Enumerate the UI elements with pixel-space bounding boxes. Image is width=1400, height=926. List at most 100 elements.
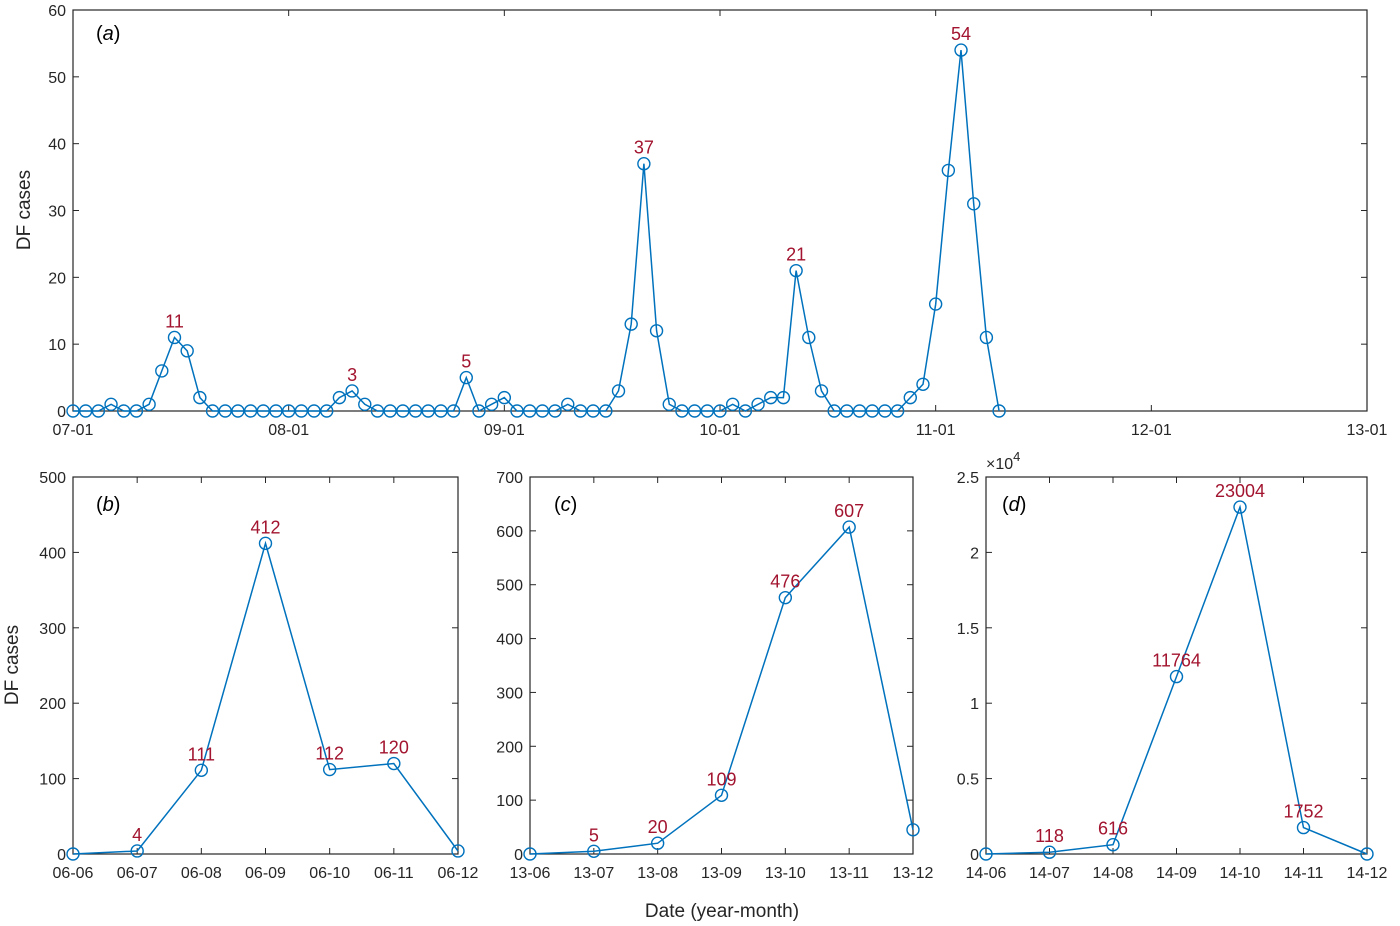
data-point [714,788,729,802]
panel-c: 0 100 200 300 400 500 600 700 13-06 13-07 13-08 13-… [496,470,933,882]
x-tick-label: 13-01 [1347,422,1388,439]
x-tick-label: 14-07 [1029,865,1070,882]
y-tick-label: 500 [496,578,523,595]
x-tick-label: 06-09 [245,865,286,882]
data-label: 23004 [1215,481,1265,501]
x-tick-label: 10-01 [700,422,741,439]
series-line [529,525,914,855]
x-tick-label: 13-08 [637,865,678,882]
data-point [916,377,930,391]
data-point [258,536,273,551]
y-tick-label: 60 [48,3,66,20]
shared-x-axis-label: Date (year-month) [645,901,799,922]
data-point [320,404,334,418]
data-label: 112 [315,744,344,764]
y-tick-label: 2 [970,545,979,562]
y-tick-label: 200 [39,696,66,713]
x-tick-label: 14-10 [1220,865,1261,882]
x-tick-label: 13-12 [893,865,934,882]
panel-b: 0 100 200 300 400 500 06-06 06-07 06-08 06-09 06-1… [2,470,479,882]
data-point [332,390,347,405]
y-tick-label: 600 [496,524,523,541]
y-tick-label: 300 [496,685,523,702]
data-label: 20 [648,817,668,837]
panel-d: 0 0.5 1 1.5 2 2.5 14-06 14-07 14-08 14-09 14-10 14-… [957,449,1388,882]
x-tick-label: 08-01 [268,422,309,439]
data-label: 5 [589,825,599,845]
y-tick-label: 40 [48,137,66,154]
data-point [751,397,765,412]
data-point [992,404,1006,418]
panel-label: (c) [554,494,577,516]
x-tick-label: 13-11 [829,865,869,882]
x-tick-label: 14-06 [966,865,1007,882]
data-point [637,157,651,171]
series-line [985,504,1368,855]
data-point [599,404,613,418]
x-tick-label: 14-09 [1156,865,1197,882]
y-tick-label: 0 [514,847,523,864]
plot-frame [72,9,1368,412]
x-tick-label: 07-01 [53,422,94,439]
y-tick-label: 100 [39,772,66,789]
data-point [789,263,803,278]
data-point [662,397,676,412]
y-tick-label: 400 [39,545,66,562]
data-point [387,756,401,771]
x-tick-label: 14-12 [1347,865,1388,882]
data-point [842,520,856,534]
y-tick-label: 10 [48,337,66,354]
data-point [738,404,753,418]
data-point [725,397,740,412]
data-point [451,844,465,858]
data-label: 21 [786,245,806,265]
y-tick-label: 300 [39,621,66,638]
x-tick-label: 13-06 [510,865,551,882]
data-point [194,763,209,778]
y-tick-label: 700 [496,470,523,487]
data-point [713,404,727,418]
data-point [358,397,372,412]
data-label: 5 [461,352,471,372]
y-tick-label: 50 [48,70,66,87]
data-point [104,397,118,412]
data-point [142,397,156,412]
data-label: 11764 [1152,651,1201,671]
y-tick-label: 1 [970,696,979,713]
data-label: 54 [951,24,971,44]
data-point [802,330,816,345]
data-point [941,163,956,178]
data-label: 120 [379,738,409,758]
data-point [611,384,626,398]
data-point [967,197,981,211]
x-tick-label: 06-10 [309,865,350,882]
x-tick-label: 12-01 [1131,422,1172,439]
data-point [472,404,486,418]
x-tick-label: 13-09 [701,865,742,882]
data-point [814,384,829,398]
data-point [906,823,920,837]
x-tick-label: 14-11 [1284,865,1324,882]
data-point [979,847,993,861]
data-label: 412 [250,517,280,537]
data-point [624,317,638,331]
data-point [903,390,917,405]
y-tick-label: 200 [496,739,523,756]
data-point [778,590,793,605]
data-point [979,330,994,345]
y-tick-label: 0 [57,847,66,864]
data-label: 616 [1098,819,1128,839]
data-point [130,844,144,858]
panel-label: (d) [1002,494,1026,516]
data-point [890,404,905,418]
data-point [561,397,575,412]
x-tick-label: 06-07 [117,865,158,882]
y-axis-label: DF cases [14,170,35,250]
x-tick-label: 06-11 [374,865,414,882]
data-label: 1752 [1283,802,1323,822]
data-point [650,836,665,850]
data-point [155,364,169,378]
y-tick-label: 20 [48,270,66,287]
data-point [1296,820,1311,835]
y-tick-label: 0 [970,847,979,864]
